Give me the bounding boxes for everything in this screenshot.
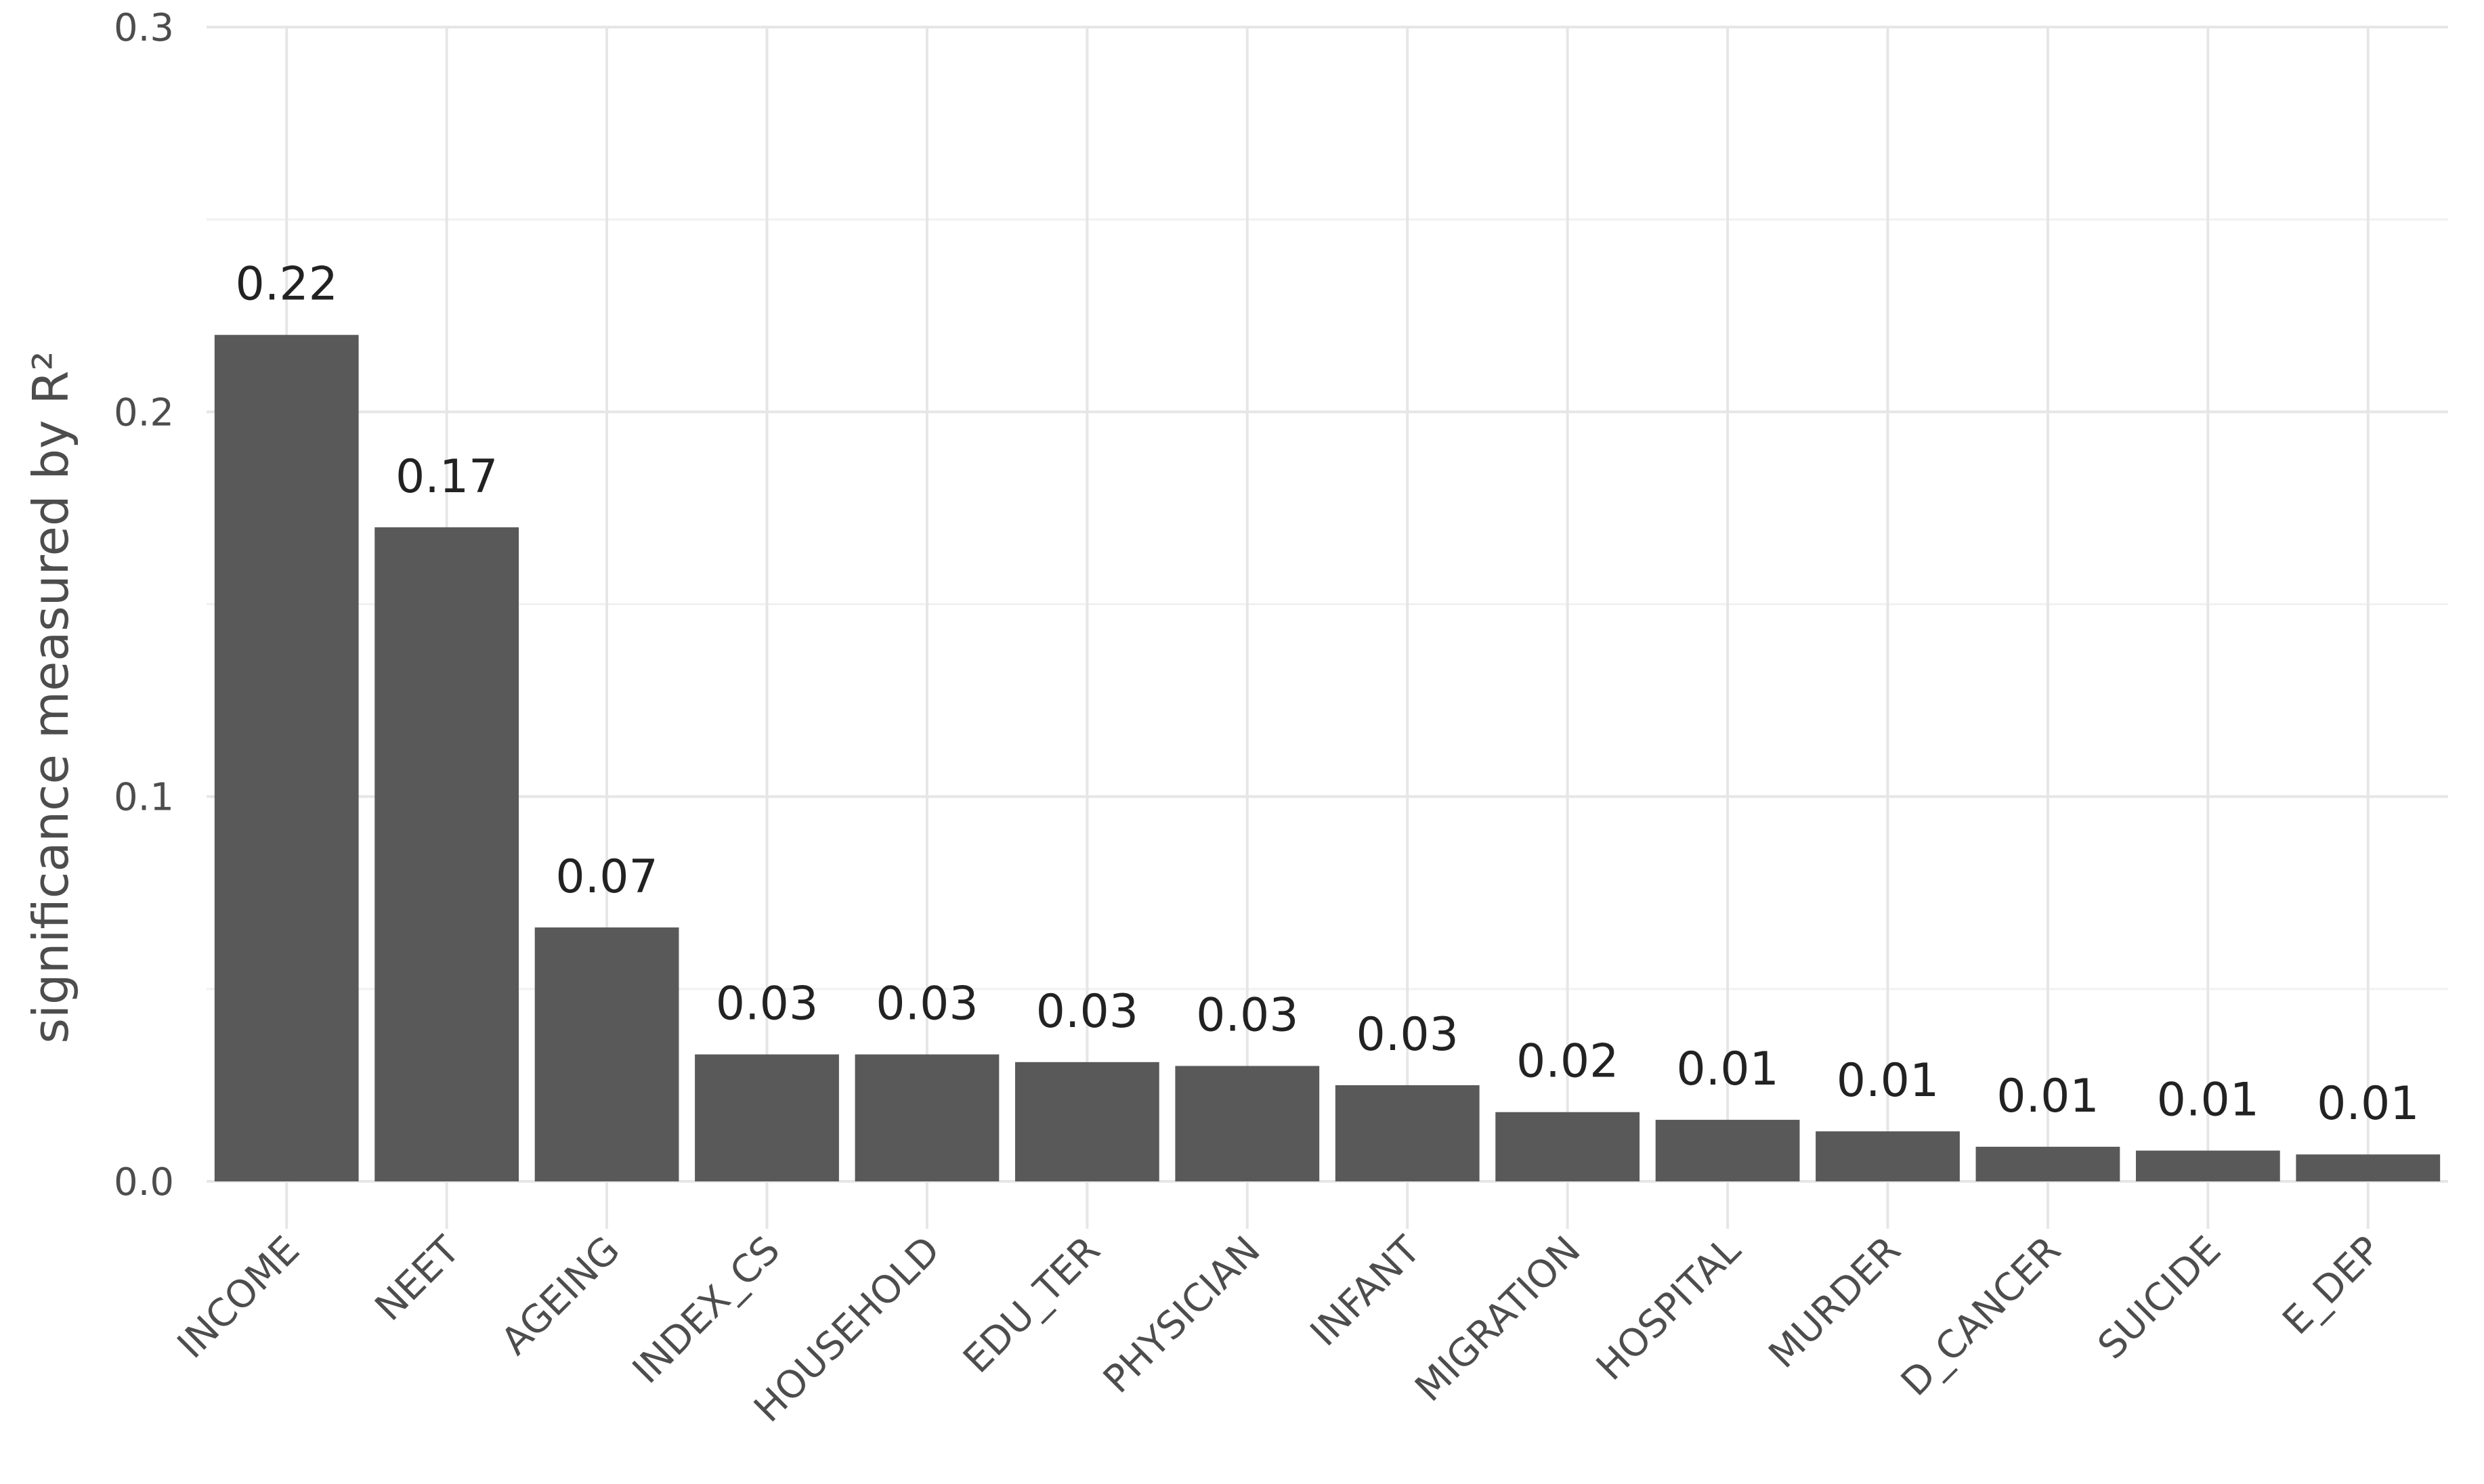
bar-income [214, 334, 359, 1182]
bar-murder [1816, 1131, 1960, 1181]
x-tick-label: SUICIDE [2090, 1228, 2230, 1368]
data-label: 0.07 [555, 850, 658, 904]
y-axis-ticks: 0.0 0.1 0.2 0.3 [114, 6, 174, 1204]
y-axis-title: significance measured by R² [22, 351, 79, 1043]
data-label: 0.01 [2157, 1074, 2259, 1127]
x-tick-label: INFANT [1302, 1227, 1430, 1355]
data-label: 0.03 [1356, 1008, 1459, 1062]
x-tick-label: D_CANCER [1893, 1228, 2070, 1405]
bar-migration [1495, 1112, 1640, 1181]
bars [214, 334, 2441, 1182]
bar-index-cs [695, 1054, 839, 1181]
bar-infant [1335, 1085, 1480, 1181]
x-tick-label: E_DEP [2275, 1228, 2390, 1343]
data-label: 0.01 [1676, 1043, 1778, 1096]
x-tick-label: AGEING [493, 1228, 628, 1363]
data-label: 0.01 [2317, 1077, 2419, 1131]
data-label: 0.17 [395, 450, 498, 504]
x-tick-label: PHYSICIAN [1095, 1228, 1269, 1402]
x-tick-label: INCOME [169, 1228, 308, 1367]
bar-d-cancer [1975, 1146, 2120, 1181]
bar-e-dep [2296, 1154, 2441, 1181]
x-tick-label: MIGRATION [1407, 1228, 1589, 1410]
x-tick-label: INDEX_CS [624, 1228, 788, 1392]
x-tick-label: EDU_TER [955, 1228, 1109, 1382]
bar-household [855, 1054, 1000, 1181]
data-label: 0.03 [876, 977, 978, 1030]
bar-ageing [534, 927, 679, 1181]
y-tick-label: 0.2 [114, 391, 174, 435]
bar-hospital [1655, 1120, 1800, 1181]
bar-neet [374, 527, 519, 1181]
data-label: 0.03 [1036, 985, 1138, 1039]
bar-edu-ter [1014, 1062, 1159, 1181]
x-tick-label: NEET [367, 1227, 469, 1329]
data-label: 0.03 [1196, 989, 1298, 1043]
data-label: 0.01 [1996, 1070, 2099, 1123]
x-tick-label: MURDER [1761, 1228, 1910, 1377]
data-label: 0.02 [1516, 1035, 1619, 1089]
y-tick-label: 0.0 [114, 1160, 174, 1204]
data-label: 0.03 [716, 977, 818, 1030]
bar-suicide [2135, 1150, 2280, 1181]
bar-physician [1175, 1066, 1320, 1181]
y-tick-label: 0.1 [114, 776, 174, 820]
data-label: 0.01 [1837, 1054, 1939, 1108]
y-tick-label: 0.3 [114, 6, 174, 50]
data-labels: 0.22 0.17 0.07 0.03 0.03 0.03 0.03 0.03 0.02 0.01… [236, 258, 2420, 1131]
data-label: 0.22 [236, 258, 338, 311]
x-tick-label: HOSPITAL [1588, 1228, 1749, 1389]
grid-lines [207, 26, 2448, 1229]
